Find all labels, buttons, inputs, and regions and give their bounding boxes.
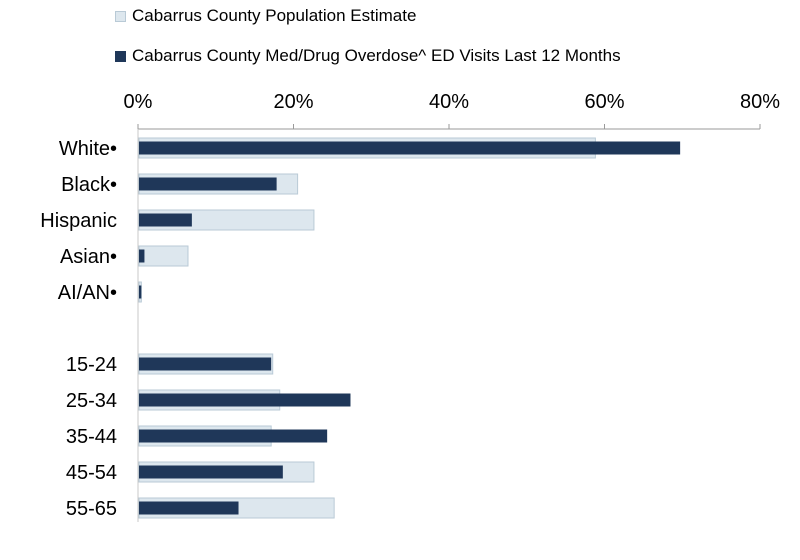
category-label: Hispanic xyxy=(40,210,117,232)
bar-overdose xyxy=(139,501,239,515)
x-tick-label: 0% xyxy=(124,91,153,113)
category-label: 15-24 xyxy=(66,354,117,376)
bar-overdose xyxy=(139,393,351,407)
category-label: 45-54 xyxy=(66,462,117,484)
legend-swatch-overdose xyxy=(115,50,126,62)
category-label: White• xyxy=(59,138,117,160)
legend-item-population: Cabarrus County Population Estimate xyxy=(115,6,416,26)
bar-overdose xyxy=(139,141,681,155)
category-label: 55-65 xyxy=(66,498,117,520)
bar-overdose xyxy=(139,177,277,191)
legend-label-population: Cabarrus County Population Estimate xyxy=(132,6,417,25)
category-label: 35-44 xyxy=(66,426,117,448)
legend-label-overdose: Cabarrus County Med/Drug Overdose^ ED Vi… xyxy=(132,46,621,65)
legend-item-overdose: Cabarrus County Med/Drug Overdose^ ED Vi… xyxy=(115,46,621,66)
bar-overdose xyxy=(139,249,145,263)
x-tick-label: 60% xyxy=(584,91,624,113)
bar-population xyxy=(138,245,189,267)
x-tick-label: 80% xyxy=(740,91,780,113)
category-label: Black• xyxy=(61,174,117,196)
category-label: Asian• xyxy=(60,246,117,268)
bar-overdose xyxy=(139,429,328,443)
category-label: AI/AN• xyxy=(58,282,117,304)
x-tick-label: 20% xyxy=(273,91,313,113)
x-tick-label: 40% xyxy=(429,91,469,113)
bar-overdose xyxy=(139,357,272,371)
bar-overdose xyxy=(139,465,283,479)
category-label: 25-34 xyxy=(66,390,117,412)
bar-overdose xyxy=(139,285,142,299)
legend-swatch-population xyxy=(115,10,126,22)
bar-overdose xyxy=(139,213,192,227)
